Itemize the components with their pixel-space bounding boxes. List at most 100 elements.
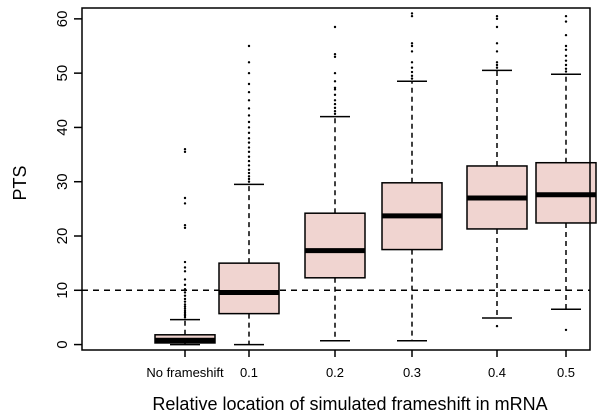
outlier-point xyxy=(564,48,568,51)
outlier-point xyxy=(247,44,251,48)
outlier-point xyxy=(410,77,414,80)
outlier-point xyxy=(183,300,187,303)
outlier-point xyxy=(495,14,499,18)
outlier-point xyxy=(410,12,414,15)
outlier-point xyxy=(247,120,251,124)
outlier-point xyxy=(247,155,251,158)
outlier-point xyxy=(183,270,187,273)
box-group-1 xyxy=(154,147,216,346)
outlier-point xyxy=(247,71,251,75)
outlier-point xyxy=(183,294,187,297)
outlier-point xyxy=(333,71,337,75)
y-axis-label: PTS xyxy=(10,165,30,200)
outlier-point xyxy=(333,99,337,102)
outlier-point xyxy=(564,33,568,37)
outlier-point xyxy=(410,50,414,53)
outlier-point xyxy=(333,112,337,116)
outlier-point xyxy=(247,159,251,163)
outlier-point xyxy=(247,99,251,102)
outlier-point xyxy=(247,180,251,183)
y-tick-label: 40 xyxy=(54,119,71,136)
outlier-point xyxy=(495,63,499,67)
y-tick-label: 50 xyxy=(54,65,71,82)
x-tick-label: 0.3 xyxy=(403,365,421,380)
outlier-point xyxy=(410,70,414,74)
outlier-point xyxy=(183,150,187,154)
outlier-point xyxy=(564,70,568,73)
outlier-point xyxy=(247,146,251,149)
x-tick-label: 0.1 xyxy=(240,365,258,380)
outlier-point xyxy=(333,52,337,56)
outlier-point xyxy=(410,61,414,64)
outlier-point xyxy=(410,66,414,69)
outlier-point xyxy=(495,42,499,45)
outlier-point xyxy=(183,260,187,264)
outlier-point xyxy=(183,283,187,287)
outlier-point xyxy=(183,303,187,306)
x-tick-label: 0.2 xyxy=(326,365,344,380)
box-group-3 xyxy=(304,25,366,342)
box-group-5 xyxy=(466,14,528,328)
x-axis-label: Relative location of simulated frameshif… xyxy=(152,394,547,414)
outlier-point xyxy=(564,328,568,332)
outlier-point xyxy=(247,164,251,167)
box-group-6 xyxy=(535,14,597,332)
x-tick-label: 0.5 xyxy=(557,365,575,380)
outlier-point xyxy=(333,93,337,97)
axes: 0 10 20 30 40 50 60 No frameshift 0.1 0.2 0.3 0.4 0.… xyxy=(54,11,575,380)
outlier-point xyxy=(247,171,251,175)
outlier-point xyxy=(183,288,187,291)
outlier-point xyxy=(247,107,251,110)
x-tick-label: 0.4 xyxy=(488,365,506,380)
outlier-point xyxy=(247,175,251,178)
outlier-point xyxy=(564,20,568,23)
outlier-point xyxy=(495,17,499,21)
box-iqr xyxy=(218,262,280,315)
outlier-point xyxy=(410,42,414,45)
outlier-point xyxy=(495,61,499,64)
outlier-point xyxy=(247,82,251,86)
box-group-4 xyxy=(381,12,443,342)
outlier-point xyxy=(247,150,251,154)
y-tick-label: 30 xyxy=(54,173,71,190)
outlier-point xyxy=(247,137,251,140)
outlier-point xyxy=(183,226,187,230)
outlier-point xyxy=(333,102,337,106)
outlier-point xyxy=(247,131,251,135)
outlier-point xyxy=(247,90,251,94)
outlier-point xyxy=(333,55,337,59)
outlier-point xyxy=(183,297,187,301)
plot-area xyxy=(82,12,597,346)
outlier-point xyxy=(564,14,568,18)
outlier-point xyxy=(183,196,187,200)
outlier-point xyxy=(183,223,187,227)
plot-frame xyxy=(81,7,591,351)
outlier-point xyxy=(183,309,187,313)
outlier-point xyxy=(247,168,251,171)
outlier-point xyxy=(247,114,251,117)
outlier-point xyxy=(410,74,414,78)
outlier-point xyxy=(495,25,499,29)
y-tick-label: 0 xyxy=(54,340,71,348)
outlier-point xyxy=(495,324,499,328)
outlier-point xyxy=(495,50,499,53)
y-tick-label: 60 xyxy=(54,11,71,28)
outlier-point xyxy=(333,80,337,83)
outlier-point xyxy=(247,61,251,64)
y-tick-label: 10 xyxy=(54,282,71,299)
outlier-point xyxy=(183,147,187,151)
outlier-point xyxy=(247,177,251,181)
y-tick-label: 20 xyxy=(54,228,71,245)
box-group-2 xyxy=(218,44,280,346)
outlier-point xyxy=(333,25,337,29)
outlier-point xyxy=(183,202,187,205)
outlier-point xyxy=(333,86,337,90)
outlier-point xyxy=(564,59,568,62)
box-iqr xyxy=(304,212,366,279)
outlier-point xyxy=(564,67,568,71)
outlier-point xyxy=(183,307,187,310)
outlier-point xyxy=(183,278,187,281)
outlier-point xyxy=(333,109,337,113)
outlier-point xyxy=(247,141,251,144)
